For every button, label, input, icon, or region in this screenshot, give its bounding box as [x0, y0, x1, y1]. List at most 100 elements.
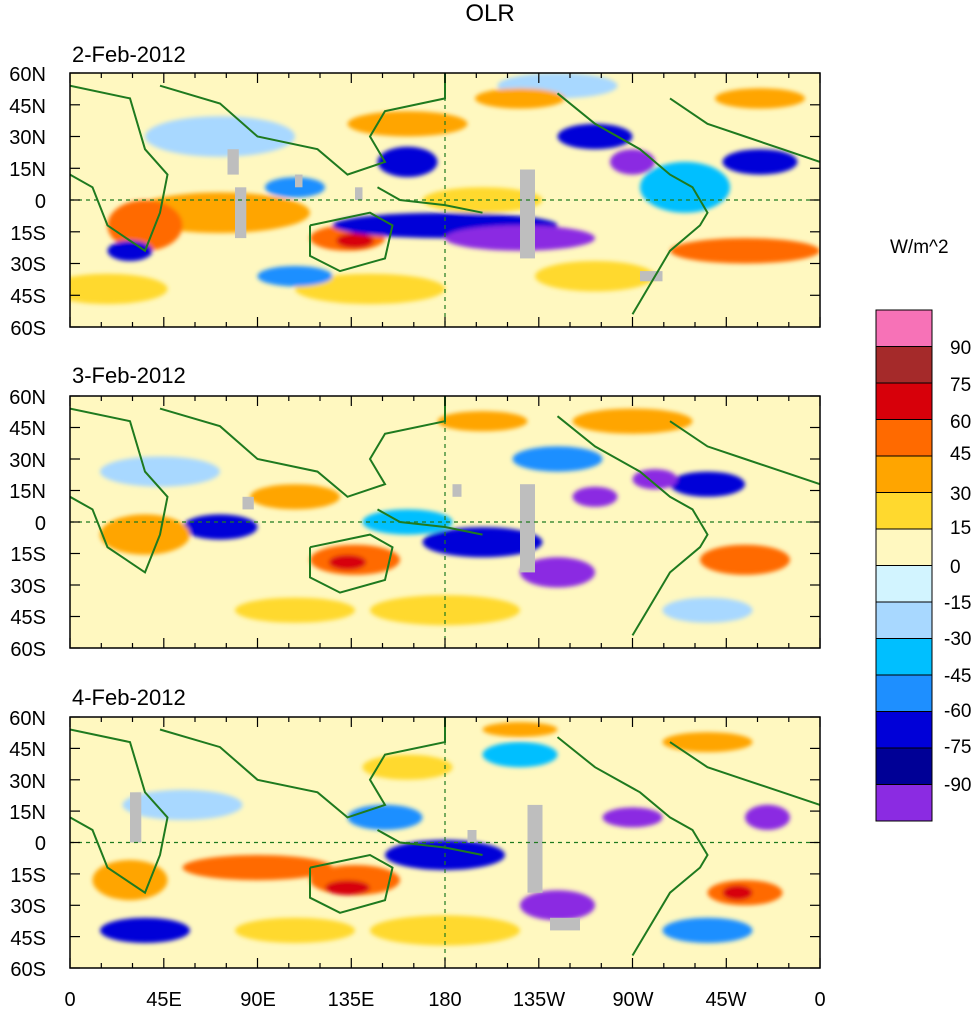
- map-axes: 60N 45N 30N 15N 0 15S 30S 45S 60S: [9, 708, 821, 981]
- coastline: [377, 508, 483, 536]
- olr-anomaly-region: [557, 123, 633, 150]
- olr-field-map: [70, 396, 820, 648]
- lon-tick-label: 135E: [328, 989, 375, 1011]
- missing-data-area: [295, 174, 303, 188]
- colorbar-tick-label: -75: [944, 737, 971, 758]
- coastline: [669, 420, 820, 486]
- colorbar-swatch: [875, 565, 933, 603]
- colorbar-boxes: [875, 309, 933, 822]
- map-axes: 60N 45N 30N 15N 0 15S 30S 45S 60S: [9, 64, 821, 340]
- olr-anomaly-region: [482, 742, 558, 768]
- olr-anomaly-region: [535, 261, 655, 292]
- olr-anomaly-region: [377, 146, 438, 178]
- lat-tick-label: 45N: [9, 418, 46, 440]
- colorbar-tick-label: 30: [950, 484, 971, 505]
- colorbar-tick-label: 0: [950, 557, 961, 578]
- lat-tick-label: 30N: [9, 771, 46, 793]
- lat-tick-label: 60S: [10, 959, 46, 981]
- lat-tick-label: 15N: [9, 802, 46, 824]
- colorbar-swatch: [875, 784, 933, 822]
- lon-tick-label: 90W: [612, 989, 653, 1011]
- olr-anomaly-region: [182, 514, 258, 540]
- lat-tick-label: 15S: [10, 223, 46, 245]
- lon-tick-label: 90E: [240, 989, 276, 1011]
- lon-tick-label: 180: [428, 989, 461, 1011]
- colorbar-swatch: [875, 747, 933, 785]
- olr-anomaly-region: [437, 411, 528, 432]
- missing-data-area: [550, 917, 580, 931]
- colorbar-swatch: [875, 528, 933, 566]
- olr-anomaly-region: [475, 88, 565, 109]
- lat-tick-label: 0: [35, 833, 46, 855]
- colorbar-tick-label: 90: [950, 338, 971, 359]
- lon-tick-label: 45W: [705, 989, 746, 1011]
- colorbar-swatch: [875, 309, 933, 347]
- colorbar-tick-label: 45: [950, 444, 971, 465]
- map-panel-2: 3-Feb-2012 60N 45N 30N 15N 0 15S 30S 45S…: [9, 363, 821, 661]
- olr-field-map: [70, 717, 820, 968]
- panel-date-label: 3-Feb-2012: [72, 363, 186, 388]
- coastline: [309, 211, 394, 273]
- olr-anomaly-region: [100, 917, 190, 944]
- olr-anomaly-region: [722, 149, 798, 175]
- missing-data-area: [640, 271, 663, 282]
- olr-anomaly-region: [100, 514, 190, 555]
- coastline: [556, 415, 709, 636]
- colorbar-swatch: [875, 455, 933, 493]
- coastline: [159, 73, 446, 176]
- coastline: [309, 853, 394, 914]
- missing-data-area: [235, 187, 247, 239]
- olr-anomaly-region: [640, 161, 730, 213]
- missing-data-area: [527, 804, 543, 893]
- figure-title: OLR: [465, 0, 515, 27]
- olr-anomaly-region: [700, 544, 790, 575]
- coastline: [159, 396, 446, 498]
- colorbar-tick-label: -90: [944, 775, 971, 796]
- lon-axis-labels: 0 45E 90E 135E 180 135W 90W 45W 0: [64, 989, 825, 1011]
- olr-anomaly-region: [257, 266, 333, 287]
- olr-anomaly-region: [422, 527, 543, 558]
- coastline: [556, 736, 709, 957]
- coastline: [309, 533, 394, 594]
- lon-tick-label: 0: [814, 989, 825, 1011]
- colorbar-swatch: [875, 382, 933, 420]
- olr-anomaly-region: [100, 456, 220, 487]
- coastline: [159, 717, 446, 819]
- colorbar-tick-label: -45: [944, 666, 971, 687]
- olr-anomaly-region: [182, 855, 333, 881]
- missing-data-area: [520, 484, 535, 573]
- colorbar-tick-label: 60: [950, 412, 971, 433]
- olr-field-map: [70, 73, 820, 327]
- lon-tick-label: 135W: [513, 989, 565, 1011]
- map-panel-3: 4-Feb-2012 60N 45N 30N 15N 0 15S 30S 45S…: [9, 685, 821, 981]
- coastline: [669, 741, 820, 806]
- olr-anomaly-region: [482, 722, 558, 737]
- olr-anomaly-region: [610, 149, 655, 175]
- olr-anomaly-region: [325, 880, 370, 896]
- olr-anomaly-region: [235, 597, 355, 623]
- olr-anomaly-region: [250, 484, 340, 510]
- olr-anomaly-region: [572, 486, 618, 507]
- lat-tick-label: 15N: [9, 481, 46, 503]
- olr-anomaly-region: [347, 111, 468, 137]
- olr-anomaly-region: [662, 917, 753, 944]
- olr-anomaly-region: [295, 273, 445, 305]
- missing-data-area: [242, 496, 254, 510]
- colorbar-swatch: [875, 419, 933, 457]
- lat-tick-label: 60N: [9, 387, 46, 409]
- olr-anomaly-region: [602, 807, 663, 828]
- olr-anomaly-region: [662, 732, 753, 753]
- olr-anomaly-region: [145, 116, 295, 157]
- lon-tick-label: 45E: [146, 989, 182, 1011]
- lat-tick-label: 15S: [10, 865, 46, 887]
- missing-data-area: [452, 484, 462, 497]
- olr-anomaly-region: [722, 885, 753, 901]
- lat-tick-label: 30S: [10, 896, 46, 918]
- colorbar-units-label: W/m^2: [890, 237, 949, 258]
- lat-tick-label: 45S: [10, 607, 46, 629]
- olr-anomaly-region: [662, 597, 753, 623]
- coastline: [669, 97, 820, 163]
- lat-tick-label: 45N: [9, 739, 46, 761]
- colorbar-tick-label: 75: [950, 375, 971, 396]
